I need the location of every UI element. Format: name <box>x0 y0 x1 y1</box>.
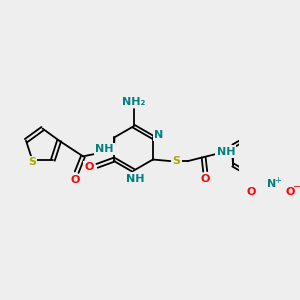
Text: O: O <box>246 187 256 197</box>
Text: −: − <box>293 182 300 192</box>
Text: O: O <box>200 174 210 184</box>
Text: O: O <box>70 175 80 185</box>
Text: NH: NH <box>95 144 114 154</box>
Text: S: S <box>173 156 181 166</box>
Text: N: N <box>267 179 276 189</box>
Text: NH: NH <box>217 147 235 157</box>
Text: NH: NH <box>126 173 145 184</box>
Text: +: + <box>274 176 280 184</box>
Text: NH₂: NH₂ <box>122 97 146 107</box>
Text: S: S <box>28 157 36 167</box>
Text: N: N <box>154 130 163 140</box>
Text: O: O <box>286 187 295 197</box>
Text: O: O <box>84 162 94 172</box>
